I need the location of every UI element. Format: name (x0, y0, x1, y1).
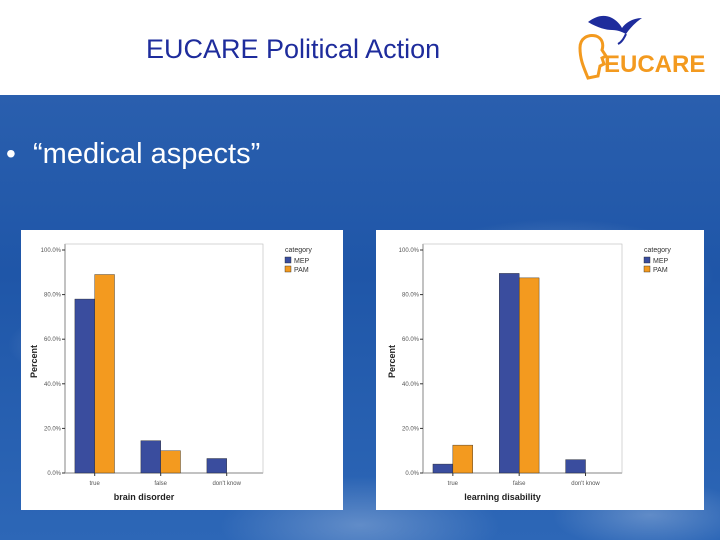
x-tick-label: don't know (212, 481, 241, 487)
bar-pam (94, 274, 115, 474)
legend-title: category (644, 247, 671, 254)
eucare-logo: EUCARE (578, 15, 705, 80)
y-tick-label: 20.0% (402, 426, 420, 432)
y-tick-label: 0.0% (47, 471, 61, 477)
bar-mep (140, 440, 161, 474)
y-axis-label: Percent (29, 345, 39, 378)
y-tick-label: 20.0% (44, 426, 62, 432)
y-tick-label: 40.0% (44, 382, 62, 388)
chart-panel-learning-disability: 0.0% 20.0% 40.0% 60.0% 80.0% 100.0% Percent tru… (376, 230, 704, 510)
legend-swatch-mep (643, 256, 651, 264)
y-tick-label: 100.0% (41, 248, 62, 254)
legend-label-pam: PAM (294, 267, 309, 274)
x-axis-label: brain disorder (114, 492, 175, 502)
chart-panel-brain-disorder: 0.0% 20.0% 40.0% 60.0% 80.0% 100.0% Percent tru… (21, 230, 343, 510)
bullet-marker: • (6, 138, 16, 169)
bar-mep (74, 298, 95, 474)
bar-pam (518, 277, 540, 474)
y-tick-label: 60.0% (44, 337, 62, 343)
y-tick-label: 80.0% (402, 293, 420, 299)
x-tick-label: false (154, 481, 167, 487)
y-axis-label: Percent (387, 345, 397, 378)
x-tick-label: don't know (571, 481, 600, 487)
bullet-text: “medical aspects” (33, 138, 261, 170)
logo-wordmark: EUCARE (604, 51, 705, 78)
bar-mep (565, 459, 586, 474)
legend-title: category (285, 247, 312, 254)
y-tick-label: 0.0% (405, 471, 419, 477)
bar-mep (432, 463, 454, 474)
bar-pam (160, 450, 181, 474)
y-tick-label: 80.0% (44, 293, 62, 299)
x-tick-label: true (448, 481, 459, 487)
legend-label-mep: MEP (653, 258, 669, 265)
legend-swatch-pam (643, 265, 651, 273)
chart-brain-disorder: 0.0% 20.0% 40.0% 60.0% 80.0% 100.0% Percent tru… (29, 243, 312, 502)
slide-title: EUCARE Political Action (146, 34, 441, 64)
y-tick-label: 100.0% (399, 248, 420, 254)
x-tick-label: true (90, 481, 101, 487)
legend-label-mep: MEP (294, 258, 310, 265)
legend-swatch-mep (284, 256, 292, 264)
slide-header: EUCARE Political Action EUCARE (0, 0, 720, 95)
x-tick-label: false (513, 481, 526, 487)
bar-pam (452, 444, 473, 474)
bar-mep (206, 458, 227, 474)
y-tick-label: 60.0% (402, 337, 420, 343)
y-tick-label: 40.0% (402, 382, 420, 388)
legend-label-pam: PAM (653, 267, 668, 274)
bar-mep (499, 273, 520, 474)
legend-swatch-pam (284, 265, 292, 273)
x-axis-label: learning disability (464, 492, 541, 502)
chart-learning-disability: 0.0% 20.0% 40.0% 60.0% 80.0% 100.0% Percent tru… (387, 243, 671, 502)
